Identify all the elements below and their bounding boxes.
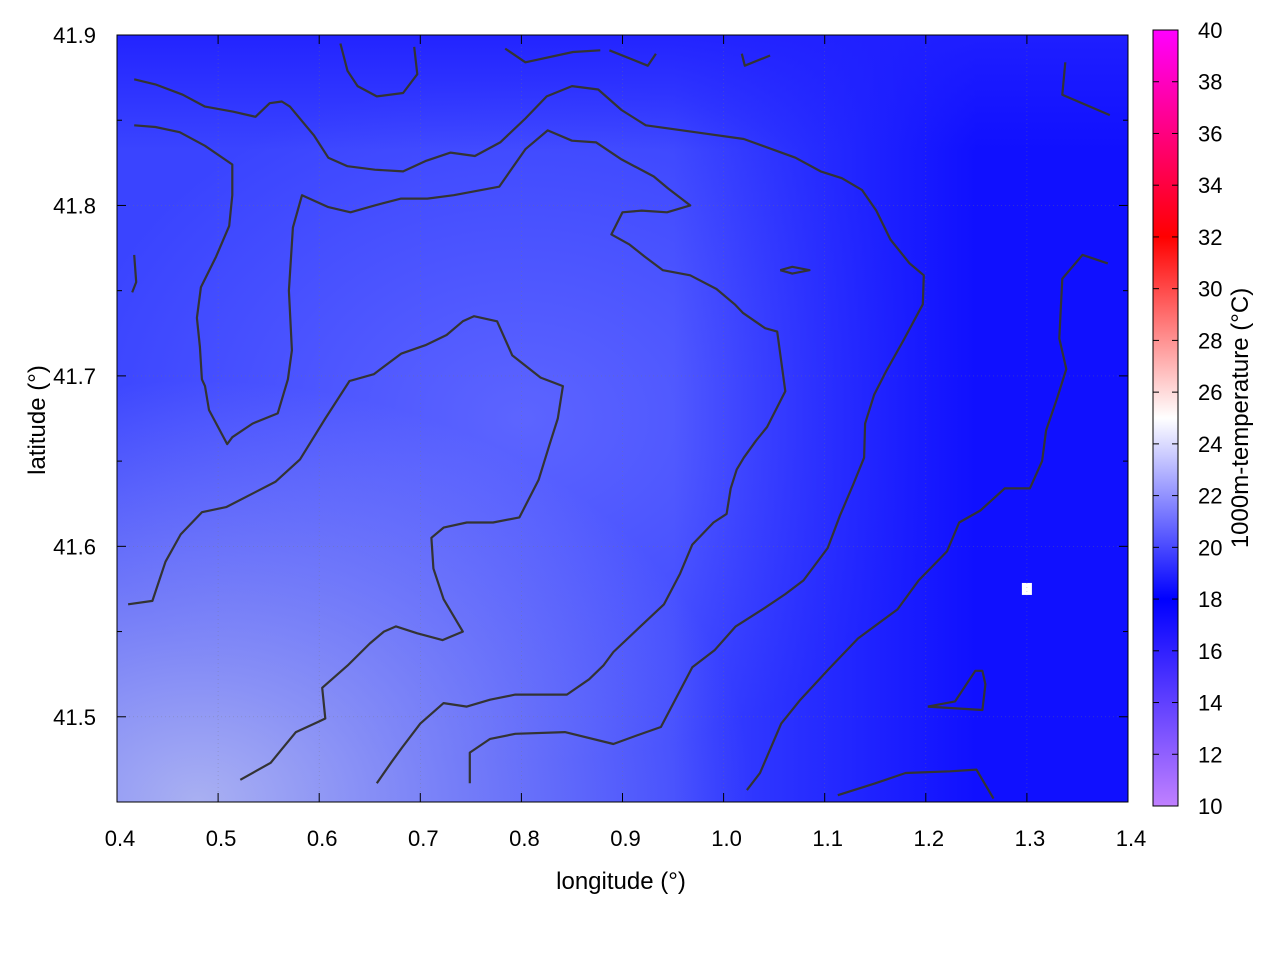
colorbar-tick-label: 36 bbox=[1198, 121, 1222, 146]
x-axis-label: longitude (°) bbox=[556, 868, 686, 895]
x-tick-label: 0.5 bbox=[206, 826, 237, 851]
contour-line bbox=[779, 265, 811, 275]
colorbar: 10 12 14 16 18 20 22 24 26 28 30 32 34 36 38 40 bbox=[1152, 18, 1222, 819]
colorbar-tick-label: 10 bbox=[1198, 794, 1222, 819]
x-tick-label: 1.0 bbox=[711, 826, 742, 851]
x-tick-label: 0.8 bbox=[509, 826, 540, 851]
x-tick-label: 1.2 bbox=[914, 826, 945, 851]
contour-line bbox=[740, 53, 771, 67]
colorbar-tick-label: 22 bbox=[1198, 484, 1222, 509]
contour-line bbox=[131, 254, 138, 293]
y-axis-label: latitude (°) bbox=[24, 365, 51, 475]
colorbar-tick-label: 24 bbox=[1198, 432, 1222, 457]
x-tick-label: 0.4 bbox=[105, 826, 136, 851]
colorbar-label: 1000m-temperature (°C) bbox=[1227, 288, 1254, 548]
contour-line bbox=[504, 47, 601, 64]
x-tick-label: 1.3 bbox=[1015, 826, 1046, 851]
contour-line bbox=[608, 49, 657, 67]
y-tick-label: 41.7 bbox=[53, 364, 96, 389]
colorbar-tick-label: 32 bbox=[1198, 225, 1222, 250]
axes: 0.4 0.5 0.6 0.7 0.8 0.9 1.0 1.1 1.2 1.3 1.4 41.5 41.… bbox=[53, 23, 1146, 851]
contour-lines bbox=[127, 43, 1111, 800]
y-tick-label: 41.9 bbox=[53, 23, 96, 48]
colorbar-tick-label: 12 bbox=[1198, 742, 1222, 767]
y-tick-label: 41.6 bbox=[53, 534, 96, 559]
x-tick-label: 1.4 bbox=[1116, 826, 1147, 851]
x-tick-label: 0.9 bbox=[610, 826, 641, 851]
heatmap-field bbox=[117, 35, 1128, 802]
missing-data-point bbox=[1021, 582, 1032, 595]
y-tick-label: 41.8 bbox=[53, 193, 96, 218]
colorbar-tick-label: 20 bbox=[1198, 535, 1222, 560]
colorbar-tick-label: 26 bbox=[1198, 380, 1222, 405]
colorbar-tick-label: 34 bbox=[1198, 173, 1222, 198]
x-tick-label: 0.7 bbox=[408, 826, 439, 851]
x-tick-label: 1.1 bbox=[812, 826, 843, 851]
contour-line bbox=[1061, 62, 1111, 117]
contour-line bbox=[339, 43, 419, 98]
contour-line bbox=[134, 124, 787, 784]
colorbar-tick-label: 28 bbox=[1198, 328, 1222, 353]
colorbar-tick-label: 16 bbox=[1198, 639, 1222, 664]
contour-line bbox=[927, 669, 987, 712]
contour-line bbox=[127, 315, 565, 781]
colorbar-tick-label: 30 bbox=[1198, 277, 1222, 302]
colorbar-tick-label: 38 bbox=[1198, 70, 1222, 95]
contour-line bbox=[746, 253, 1109, 791]
colorbar-gradient bbox=[1152, 29, 1179, 807]
field-north bbox=[117, 35, 1128, 802]
contour-line bbox=[133, 78, 925, 784]
contour-line bbox=[837, 768, 995, 800]
colorbar-tick-label: 14 bbox=[1198, 691, 1222, 716]
colorbar-tick-label: 18 bbox=[1198, 587, 1222, 612]
x-tick-label: 0.6 bbox=[307, 826, 338, 851]
colorbar-tick-label: 40 bbox=[1198, 18, 1222, 43]
y-tick-label: 41.5 bbox=[53, 705, 96, 730]
